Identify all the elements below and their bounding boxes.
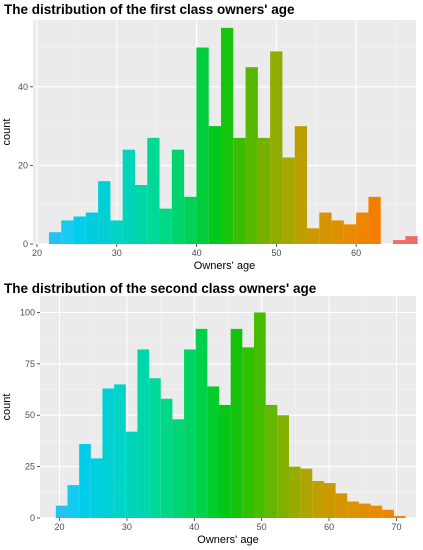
histogram-bar [159, 208, 172, 244]
x-tick-label: 40 [192, 248, 202, 258]
y-tick-label: 100 [20, 307, 35, 317]
histogram-bar [382, 509, 394, 518]
x-axis-title: Owners' age [197, 534, 258, 546]
histogram-bar [110, 220, 123, 244]
histogram-bar [147, 137, 160, 244]
histogram-bar [137, 349, 150, 518]
histogram-bar [245, 67, 258, 244]
histogram-bar [347, 501, 359, 518]
x-axis-title: Owners' age [194, 260, 255, 272]
histogram-bar [233, 137, 246, 244]
histogram-bar [114, 384, 126, 518]
histogram-bar [61, 220, 74, 244]
histogram-bar [207, 386, 220, 518]
x-tick-label: 70 [391, 522, 401, 532]
y-tick-label: 20 [18, 160, 28, 170]
histogram-bar [79, 444, 91, 518]
histogram-bar [184, 196, 197, 244]
x-tick-label: 40 [189, 522, 199, 532]
histogram-bar [220, 27, 234, 244]
histogram-bar [171, 149, 185, 244]
histogram-bar [277, 415, 289, 518]
x-tick-label: 30 [122, 522, 132, 532]
histogram-bar [312, 481, 324, 518]
histogram-bar [331, 220, 344, 244]
x-tick-label: 20 [55, 522, 65, 532]
histogram-bar [294, 126, 308, 244]
histogram-bar [368, 196, 381, 244]
y-tick-label: 0 [30, 513, 35, 523]
histogram-bar [358, 503, 371, 518]
chart2-plot: 20 30 40 50 60 70 0 25 50 75 100 Owners' age count [1, 296, 416, 546]
histogram-bar [122, 149, 135, 244]
histogram-bar [160, 398, 173, 518]
y-axis-title: count [1, 394, 13, 421]
histogram-bar [265, 404, 278, 518]
histogram-bar [254, 312, 266, 518]
histogram-bar [343, 224, 357, 244]
histogram-bar [149, 378, 161, 518]
histogram-bar [184, 349, 196, 518]
histogram-bar [307, 228, 320, 244]
histogram-bar [102, 388, 115, 518]
histogram-bar [323, 483, 336, 518]
x-tick-label: 20 [32, 248, 42, 258]
x-tick-label: 50 [257, 522, 267, 532]
histogram-bar [230, 328, 243, 518]
histogram-bar [257, 137, 271, 244]
chart1-plot: 20 30 40 50 60 0 20 40 Owners' age count [1, 20, 418, 272]
histogram-bar [98, 181, 111, 244]
x-tick-label: 60 [324, 522, 334, 532]
y-tick-label: 25 [25, 462, 35, 472]
histogram-bar [300, 468, 313, 518]
histogram-bar [219, 404, 231, 518]
histogram-bar [172, 419, 185, 518]
y-tick-label: 50 [25, 410, 35, 420]
histogram-bar [335, 493, 348, 518]
histogram-bar [288, 466, 301, 518]
histogram-bar [196, 47, 209, 244]
histogram-bar [67, 485, 80, 518]
histogram-bar [48, 232, 62, 244]
y-axis-title: count [1, 119, 13, 146]
histogram-bar [282, 157, 295, 244]
histogram-bar [405, 236, 418, 244]
chart1-title: The distribution of the first class owne… [4, 2, 295, 17]
histogram-bar [393, 515, 406, 518]
x-tick-label: 50 [271, 248, 281, 258]
histogram-bar [85, 212, 99, 244]
histogram-bar [195, 328, 208, 518]
histogram-bar [242, 347, 255, 518]
histogram-bar [393, 240, 406, 244]
x-tick-label: 30 [112, 248, 122, 258]
y-tick-label: 40 [18, 82, 28, 92]
histogram-bar [370, 505, 383, 518]
histogram-bar [90, 458, 103, 518]
histogram-bar [55, 505, 68, 518]
chart2-title: The distribution of the second class own… [4, 281, 317, 296]
histogram-bar [356, 212, 369, 244]
histogram-bar [208, 126, 221, 244]
y-tick-label: 0 [23, 239, 28, 249]
y-tick-label: 75 [25, 359, 35, 369]
histogram-bar [73, 216, 86, 244]
histogram-bar [125, 431, 138, 518]
histogram-bar [270, 51, 283, 244]
x-tick-label: 60 [351, 248, 361, 258]
histogram-bar [319, 212, 332, 244]
histogram-bar [134, 185, 148, 244]
